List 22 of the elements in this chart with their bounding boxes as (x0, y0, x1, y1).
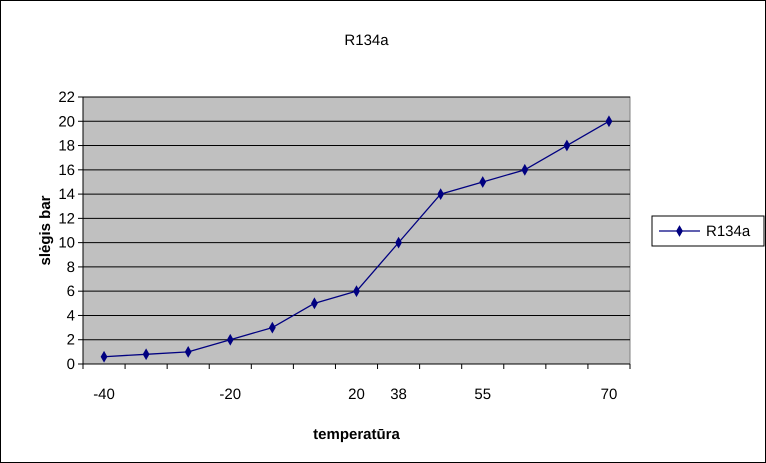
x-axis-title: temperatūra (313, 426, 401, 443)
y-tick-label: 10 (58, 234, 75, 252)
x-tick-label: -40 (93, 386, 115, 403)
y-tick-label: 14 (58, 186, 75, 204)
x-tick-label: 20 (348, 386, 365, 403)
chart-title: R134a (344, 32, 390, 49)
x-tick-label: 70 (600, 386, 618, 403)
y-tick-label: 18 (58, 138, 75, 155)
x-tick-label: -20 (219, 386, 242, 403)
legend-label: R134a (706, 223, 751, 240)
y-tick-label: 4 (66, 307, 75, 324)
x-tick-label: 55 (474, 386, 492, 403)
y-tick-label: 2 (66, 332, 75, 349)
y-axis-title: slėgis bar (37, 195, 54, 266)
x-tick-label: 38 (390, 386, 407, 403)
y-tick-label: 22 (58, 89, 75, 106)
y-tick-label: 0 (66, 356, 75, 373)
y-tick-label: 6 (66, 283, 75, 300)
y-tick-label: 12 (58, 210, 75, 228)
y-tick-label: 20 (58, 113, 75, 130)
y-tick-label: 16 (58, 162, 75, 179)
y-tick-label: 8 (66, 258, 75, 276)
